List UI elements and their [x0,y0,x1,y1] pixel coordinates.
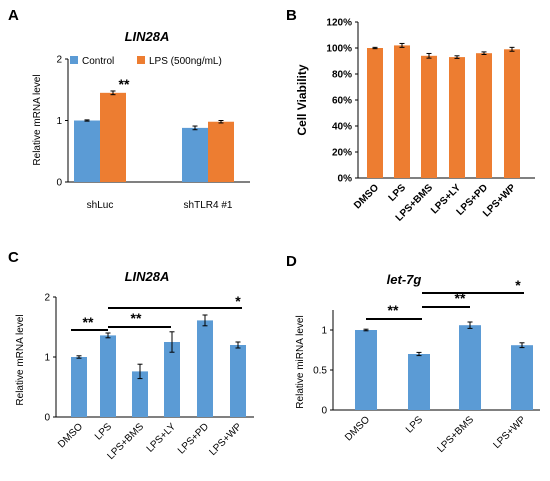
y-tick-label: 2 [44,293,50,304]
bar-lps-bms [421,55,437,178]
bar-shtlr4-1-s1 [208,121,234,182]
legend-label: Control [82,56,114,67]
chart-panel-b: B Cell Viability 0% 20% 40% 60% 80% 100% 120% DMS… [286,7,535,224]
significance-marker: ** [83,314,94,330]
x-tick-label: LPS+WP [207,421,244,458]
x-tick-label: DMSO [352,182,381,211]
bar-shtlr4-1-s0 [182,127,208,182]
x-tick-label: shLuc [87,200,114,211]
bar-lps-pd [476,53,492,179]
y-tick-label: 0.5 [313,366,327,377]
bar-lps-bms [459,325,481,410]
y-tick-label: 2 [56,55,62,66]
x-tick-label: LPS+PD [176,421,211,456]
panel-letter: C [8,249,19,266]
x-tick-label: LPS+LY [145,421,179,455]
y-tick-label: 0 [321,406,327,417]
panel-letter: A [8,7,19,24]
chart-panel-c: C LIN28A Relative mRNA level 0 1 2 DMSO LPS LPS+… [8,249,254,462]
x-tick-label: DMSO [343,414,372,443]
y-tick-label: 0 [44,413,50,424]
chart-title: LIN28A [125,29,170,44]
y-tick-label: 1 [56,116,62,127]
bar-lps-ly [449,57,465,178]
x-tick-label: shTLR4 #1 [184,200,233,211]
significance-marker: * [515,277,521,293]
y-tick-label: 1 [321,326,327,337]
panel-letter: B [286,7,297,24]
bar-shluc-s0 [74,120,100,182]
x-tick-label: LPS+WP [491,414,528,451]
bar-shluc-s1 [100,92,126,182]
bar-lps [100,335,116,417]
chart-panel-a: A LIN28A Relative mRNA level 0 1 2 shLuc shTLR4… [8,7,250,211]
x-tick-label: LPS [93,421,114,442]
chart-title: let-7g [387,272,422,287]
y-tick-label: 1 [44,353,50,364]
x-tick-label: LPS [404,414,425,435]
y-axis-label: Relative mRNA level [32,74,43,165]
chart-title: LIN28A [125,269,170,284]
y-tick-label: 20% [332,148,352,159]
bar-lps-wp [230,345,246,417]
y-axis-label: Relative mRNA level [15,314,26,405]
bar-lps [394,45,410,179]
bar-lps-wp [511,345,533,410]
bar-dmso [367,48,383,178]
y-tick-label: 80% [332,70,352,81]
legend-label: LPS (500ng/mL) [149,56,222,67]
significance-marker: ** [388,302,399,318]
y-axis-label: Cell Viability [295,64,309,135]
y-tick-label: 60% [332,96,352,107]
panel-letter: D [286,253,297,270]
y-axis-label: Relative miRNA level [295,315,306,408]
y-tick-label: 120% [326,18,352,29]
x-tick-label: LPS+BMS [436,414,477,455]
significance-marker: * [235,293,241,309]
bar-lps-bms [132,371,148,417]
bar-lps [408,354,430,410]
significance-marker: ** [131,310,142,326]
legend-swatch [137,56,145,64]
legend-swatch [70,56,78,64]
y-tick-label: 0% [338,174,353,185]
bar-dmso [355,330,377,410]
bar-lps-ly [164,342,180,417]
y-tick-label: 40% [332,122,352,133]
bar-dmso [71,357,87,417]
y-tick-label: 100% [326,44,352,55]
y-tick-label: 0 [56,178,62,189]
bar-lps-pd [197,320,213,417]
bar-lps-wp [504,49,520,178]
significance-marker: ** [119,76,130,92]
x-tick-label: LPS [387,182,409,204]
x-tick-label: DMSO [56,421,85,450]
significance-marker: ** [455,290,466,306]
